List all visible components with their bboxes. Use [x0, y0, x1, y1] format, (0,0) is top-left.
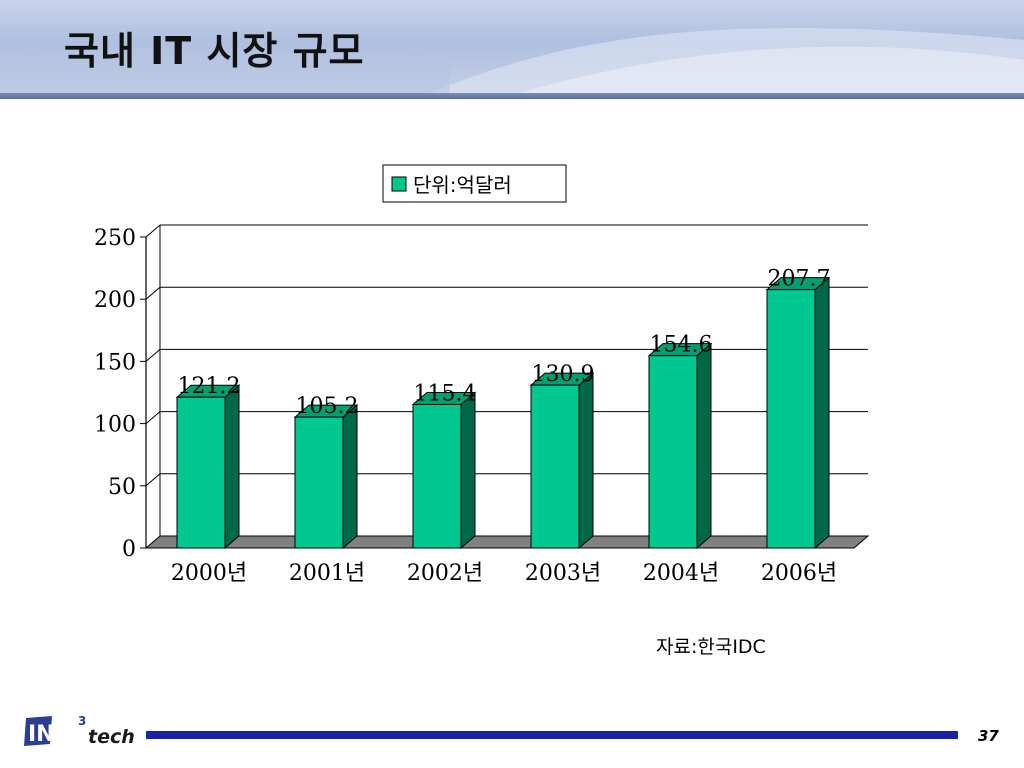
header-rule	[0, 93, 1024, 99]
bar	[176, 396, 226, 549]
x-tick-label: 2003년	[525, 561, 601, 586]
data-label: 154.6	[650, 333, 713, 358]
bar	[412, 403, 462, 549]
x-tick-label: 2000년	[171, 561, 247, 586]
y-tick-label: 150	[94, 350, 136, 375]
y-tick-label: 200	[94, 288, 136, 313]
legend-label: 단위:억달러	[413, 173, 512, 197]
chart-floor	[144, 535, 870, 549]
data-label: 207.7	[768, 267, 831, 292]
bar	[766, 289, 816, 549]
gridline-diagonal	[145, 349, 161, 362]
source-note: 자료:한국IDC	[656, 636, 766, 658]
bar-side	[578, 372, 594, 550]
x-tick-label: 2001년	[289, 561, 365, 586]
page-title: 국내 IT 시장 규모	[64, 29, 365, 73]
y-tick-label: 250	[94, 226, 136, 251]
gridline-diagonal	[145, 224, 161, 238]
header-wave-decoration	[0, 28, 1024, 93]
bar-chart: 0 50 100 150 200 250 121.2 2000년 105.2 2001년 115.4…	[94, 164, 870, 586]
company-logo: IN 3 tech	[24, 714, 135, 748]
svg-text:tech: tech	[88, 726, 135, 748]
gridline-diagonal	[145, 473, 161, 487]
y-tick-label: 100	[94, 413, 136, 438]
data-label: 105.2	[296, 394, 359, 419]
gridline-diagonal	[145, 411, 161, 424]
bar	[648, 355, 698, 549]
gridline-diagonal	[145, 286, 161, 300]
data-label: 115.4	[414, 381, 477, 406]
bar-side	[814, 276, 830, 550]
svg-text:IN: IN	[28, 722, 55, 747]
x-tick-label: 2004년	[643, 561, 719, 586]
page-number: 37	[978, 727, 999, 745]
bar-side	[696, 342, 712, 550]
data-label: 121.2	[178, 374, 241, 399]
x-tick-label: 2002년	[407, 561, 483, 586]
footer-rule	[146, 731, 958, 739]
bar	[294, 416, 344, 549]
bar-side	[224, 384, 240, 550]
legend-swatch	[391, 176, 407, 192]
data-label: 130.9	[532, 362, 595, 387]
header-banner	[0, 0, 1024, 93]
x-tick-label: 2006년	[761, 561, 837, 586]
bar-side	[460, 391, 476, 550]
y-tick-label: 50	[108, 475, 136, 500]
bar	[530, 384, 580, 549]
legend-box	[382, 164, 567, 203]
svg-text:3: 3	[78, 714, 86, 728]
y-tick-label: 0	[122, 537, 136, 562]
bar-side	[342, 404, 358, 550]
